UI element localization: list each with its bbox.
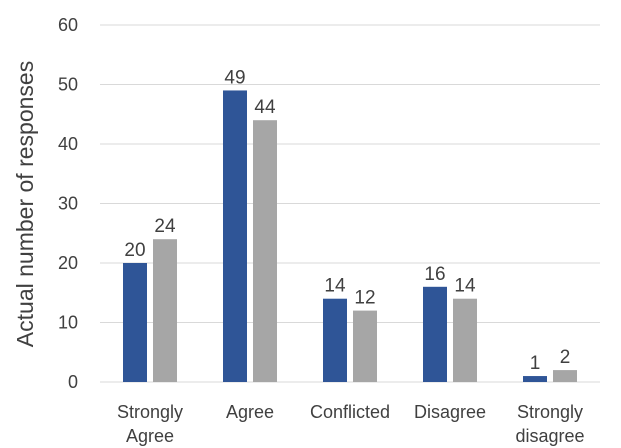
- x-tick-label: Disagree: [414, 402, 486, 422]
- data-labels: 20 24 49 44 14 12 16 14 1 2: [124, 67, 570, 374]
- data-label: 16: [424, 264, 445, 285]
- bar-series2: [153, 239, 177, 382]
- y-tick-label: 20: [58, 253, 78, 273]
- y-axis-label: Actual number of responses: [12, 61, 38, 347]
- data-label: 14: [324, 276, 346, 297]
- data-label: 12: [354, 288, 375, 309]
- bar-series1: [523, 376, 547, 382]
- bar-series1: [323, 298, 347, 382]
- x-tick-label: Conflicted: [310, 402, 390, 422]
- data-label: 1: [530, 353, 541, 374]
- data-label: 24: [154, 216, 176, 237]
- bar-series2: [453, 298, 477, 382]
- bar-series2: [253, 120, 277, 382]
- data-label: 14: [454, 276, 476, 297]
- x-tick-label: Agree: [226, 402, 274, 422]
- bar-series2: [353, 310, 377, 382]
- x-tick-label: Strongly: [517, 402, 583, 422]
- x-tick-label: Strongly: [117, 402, 183, 422]
- y-tick-label: 60: [58, 15, 78, 35]
- bars: [123, 90, 577, 382]
- y-tick-label: 0: [68, 372, 78, 392]
- bar-series2: [553, 370, 577, 382]
- bar-series1: [423, 286, 447, 382]
- bar-series1: [223, 90, 247, 382]
- x-tick-label: Agree: [126, 426, 174, 446]
- data-label: 49: [224, 67, 245, 88]
- data-label: 20: [124, 240, 145, 261]
- y-tick-label: 30: [58, 194, 78, 214]
- y-axis-ticks: 0 10 20 30 40 50 60: [58, 15, 78, 392]
- y-tick-label: 10: [58, 313, 78, 333]
- x-axis-categories: Strongly Agree Agree Conflicted Disagree Stro…: [117, 402, 585, 446]
- y-tick-label: 50: [58, 75, 78, 95]
- data-label: 2: [560, 347, 571, 368]
- y-tick-label: 40: [58, 134, 78, 154]
- gridlines: [100, 24, 600, 383]
- bar-series1: [123, 263, 147, 382]
- data-label: 44: [254, 97, 276, 118]
- x-tick-label: disagree: [515, 426, 584, 446]
